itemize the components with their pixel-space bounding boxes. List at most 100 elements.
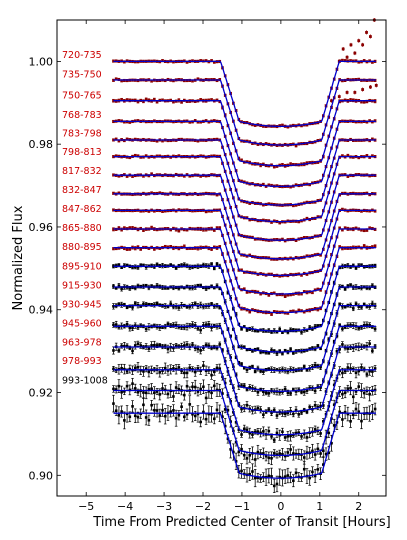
data-point [262,124,265,128]
data-point [218,226,222,230]
data-point [316,324,320,328]
data-point [117,191,121,195]
data-point [267,272,271,276]
data-point [253,124,257,127]
data-point [180,264,183,267]
data-point [256,347,260,351]
data-point [319,179,322,183]
data-point [316,308,320,311]
data-point [360,100,363,104]
data-point [177,154,181,158]
data-point [341,228,344,232]
data-point [185,193,189,196]
data-point [218,100,222,103]
data-point [259,350,262,354]
data-point [275,293,279,296]
data-point [136,119,140,122]
data-point [117,119,121,122]
data-point [169,228,172,232]
data-point [212,286,216,290]
data-point [286,330,290,334]
data-point [346,264,350,267]
data-point [316,215,320,219]
data-point [305,272,309,276]
data-point [114,137,118,141]
data-point [120,98,123,101]
data-point [286,125,290,129]
data-point [351,264,355,267]
data-point [183,245,186,248]
data-point [357,60,361,64]
data-point [289,328,292,332]
data-point [297,220,301,224]
data-point [174,266,178,270]
data-point [289,162,292,166]
data-point [199,59,202,62]
data-point [289,185,292,189]
data-point [169,263,172,267]
data-point [153,247,156,251]
data-point [142,228,145,232]
data-point [117,226,121,230]
data-point [305,254,309,258]
data-point [112,208,115,212]
data-point [267,183,271,187]
data-point [371,60,374,64]
data-point [316,287,320,291]
data-point [133,138,137,141]
data-point [319,347,322,350]
data-point [349,98,352,102]
data-point [259,292,262,296]
data-point [346,154,350,157]
data-point [155,284,159,288]
data-point [125,98,129,102]
data-point [281,123,284,127]
data-point [123,264,126,267]
data-point [136,266,140,269]
data-point [275,352,279,355]
data-point [210,247,213,251]
data-point [267,202,271,206]
data-point [123,226,126,230]
data-point [362,229,366,232]
data-point [204,119,208,122]
data-point [161,59,164,62]
data-point [136,154,140,158]
data-point [125,175,129,178]
data-point [158,191,162,195]
data-point [349,59,352,63]
data-point [270,184,273,187]
data-point [245,348,249,351]
data-point [218,245,222,248]
data-point [286,293,290,297]
data-point [368,193,371,196]
data-point [278,221,282,225]
data-point [365,154,369,157]
data-point [131,226,134,230]
data-point [305,328,309,332]
data-point [278,350,282,353]
data-point [136,284,140,288]
data-point [210,262,213,266]
data-point [144,284,148,288]
data-point [131,193,134,196]
data-point [112,99,115,103]
data-point [253,237,257,241]
data-point [360,263,363,267]
data-point [292,309,295,313]
data-point [150,79,153,83]
data-point [128,226,132,230]
data-point [210,209,213,213]
data-point [272,165,276,169]
data-point [294,239,298,242]
data-point [120,266,123,269]
data-point [177,286,181,290]
data-point [139,209,143,213]
data-point [125,137,129,141]
data-point [354,226,358,230]
data-point [253,329,257,332]
data-point [278,274,282,278]
data-point [158,247,162,250]
data-point [163,245,167,249]
data-point [240,327,243,331]
